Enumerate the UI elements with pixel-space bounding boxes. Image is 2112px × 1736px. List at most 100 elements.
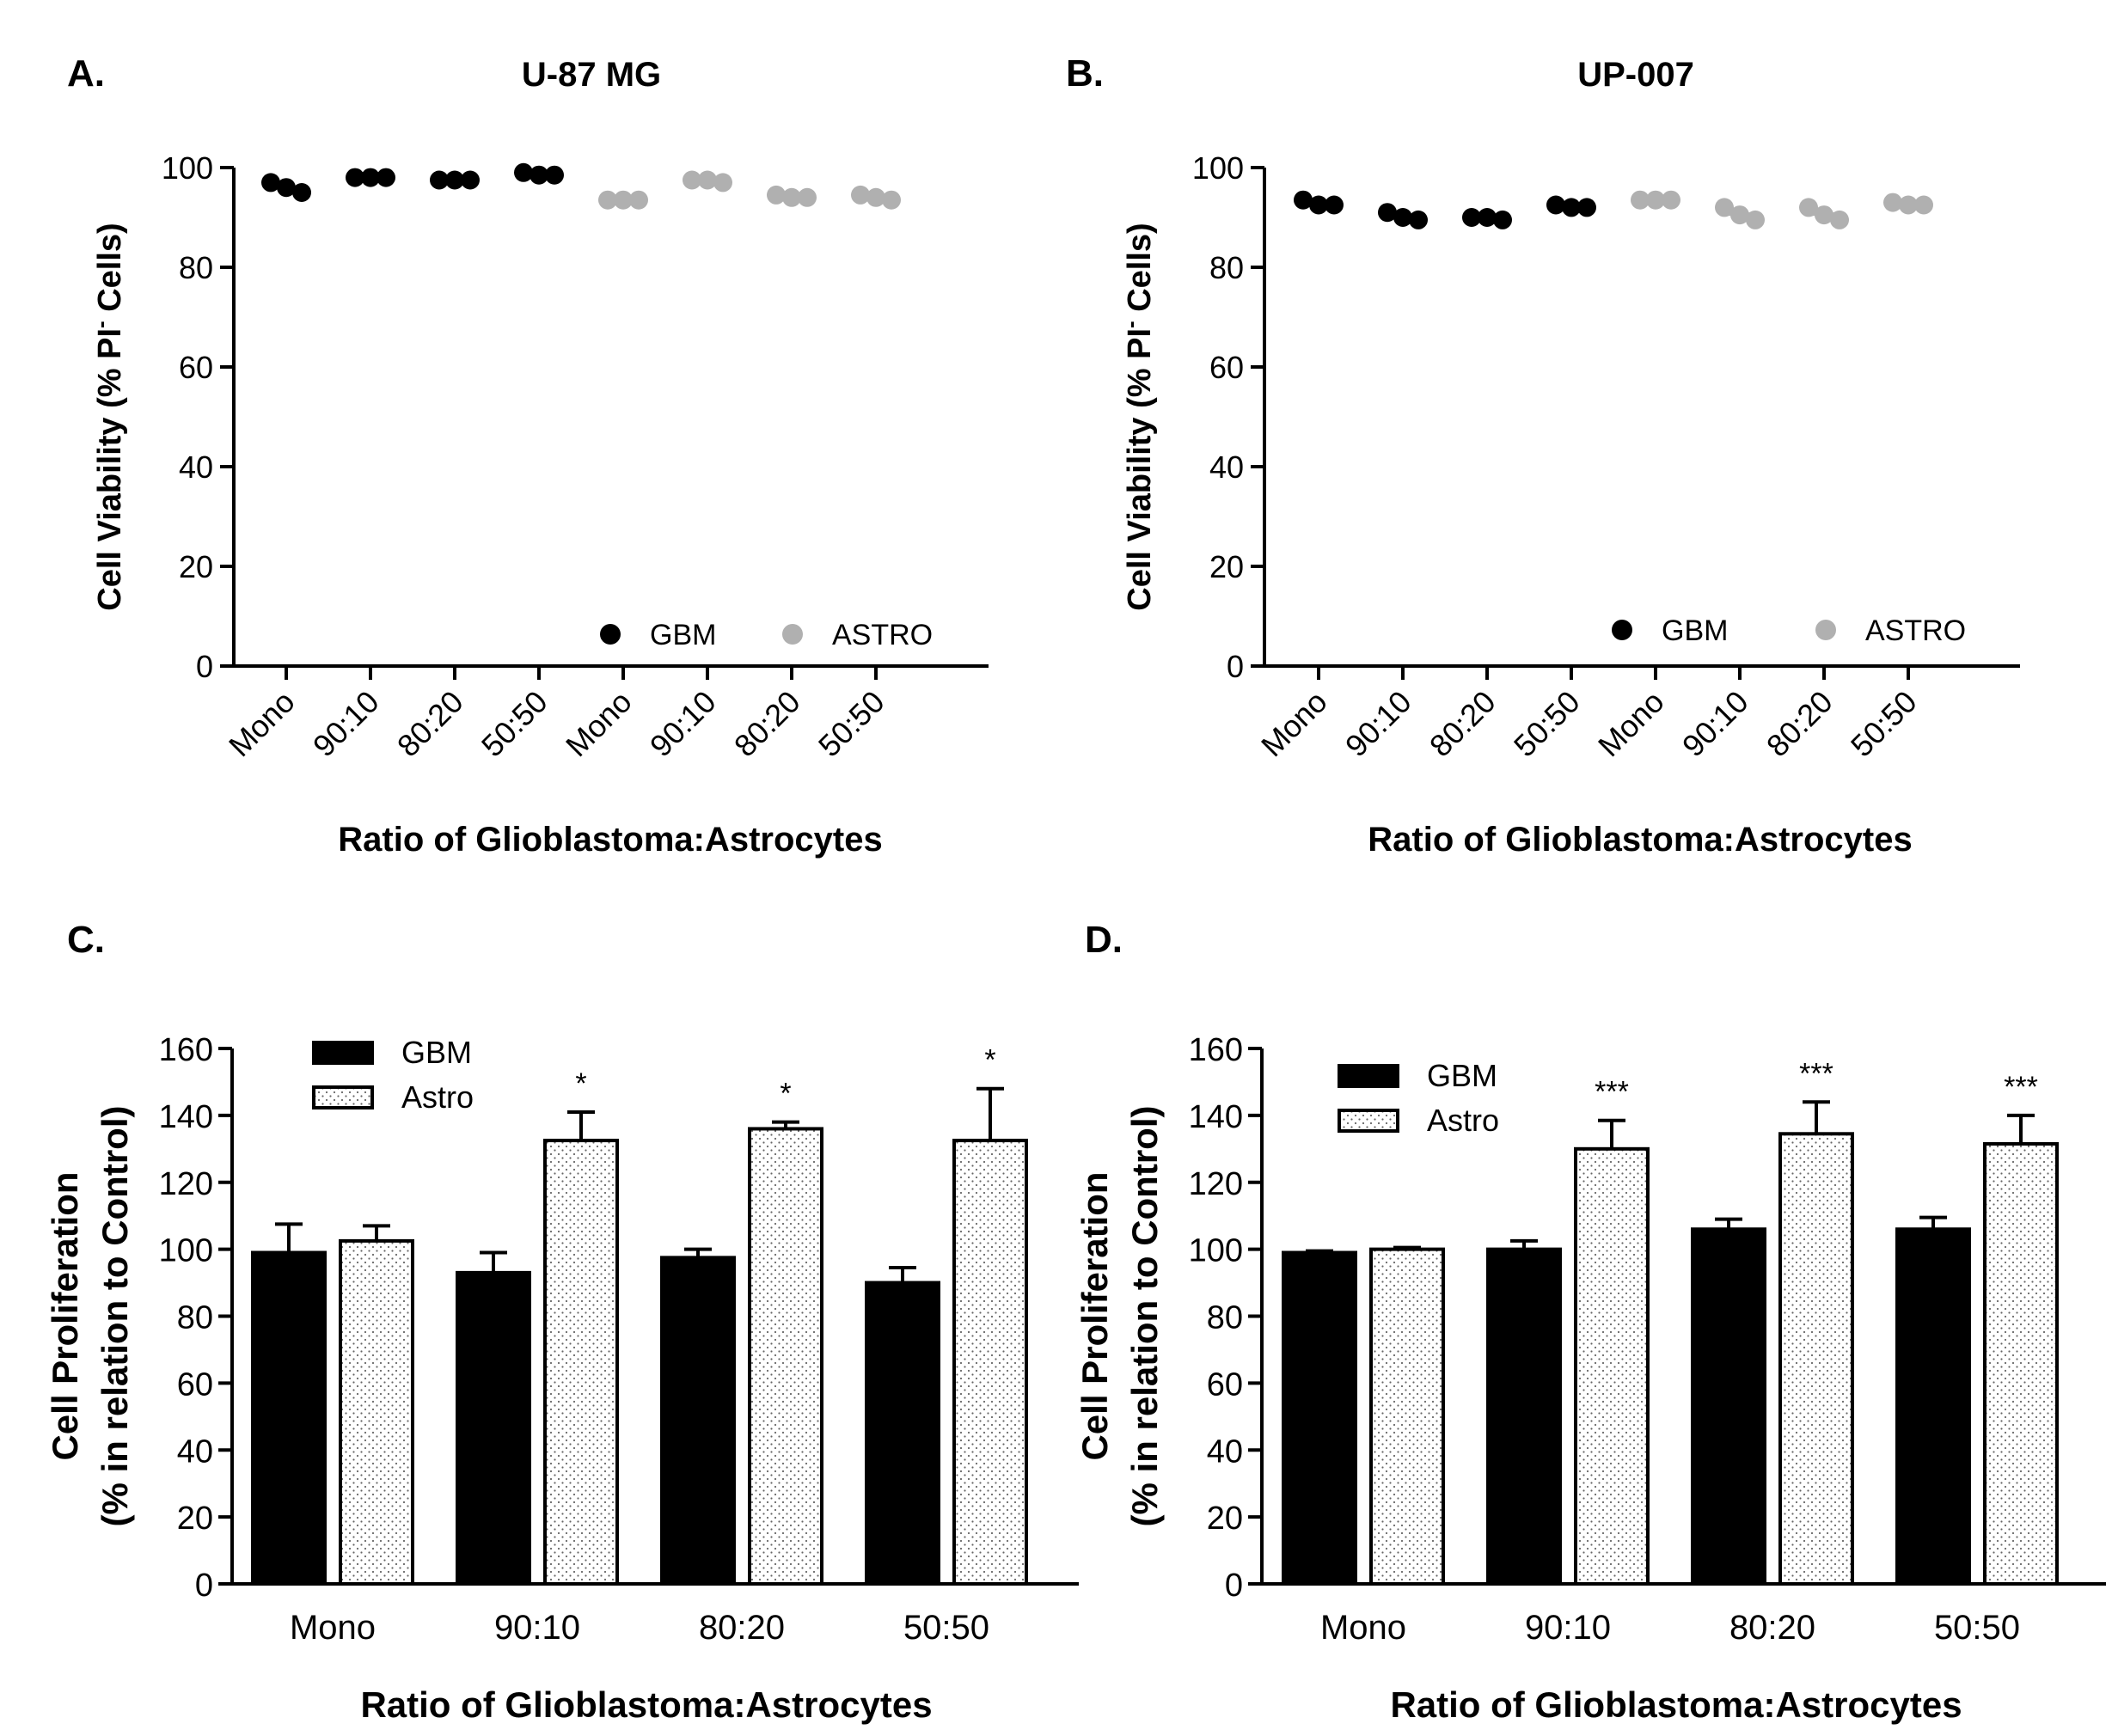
x-tick-label: 90:10 — [1675, 684, 1755, 764]
legend-swatch-gbm — [312, 1041, 374, 1065]
y-tick-label: 40 — [177, 1433, 213, 1470]
data-point-astro — [683, 170, 701, 190]
data-point-gbm — [1493, 210, 1512, 229]
data-point-gbm — [545, 165, 564, 185]
x-tick-label: 80:20 — [1423, 684, 1503, 764]
x-tick-label: 90:10 — [306, 684, 386, 764]
x-tick-label: 50:50 — [1934, 1609, 2020, 1647]
data-point-gbm — [1409, 210, 1428, 229]
x-tick-label: Mono — [290, 1609, 376, 1647]
x-tick-label: 50:50 — [903, 1609, 989, 1647]
data-point-gbm — [1562, 198, 1581, 217]
y-tick-label: 60 — [177, 1366, 213, 1403]
panel-label: B. — [1066, 52, 1104, 95]
significance-marker: * — [780, 1078, 791, 1110]
x-tick-label: 90:10 — [1525, 1609, 1611, 1647]
data-point-gbm — [376, 168, 395, 187]
x-tick-label: 80:20 — [699, 1609, 785, 1647]
bar-gbm — [1691, 1227, 1766, 1586]
y-axis-label-superscript: - — [1117, 321, 1143, 328]
significance-marker: *** — [1595, 1076, 1629, 1109]
bar-gbm — [251, 1250, 327, 1586]
data-point-astro — [713, 173, 732, 193]
data-point-astro — [1914, 195, 1933, 215]
legend-marker-gbm — [1612, 620, 1632, 640]
x-tick-label: 80:20 — [1760, 684, 1840, 764]
y-tick-label: 80 — [1207, 1300, 1243, 1336]
y-tick-label: 60 — [179, 350, 213, 385]
y-tick-label: 20 — [1209, 549, 1244, 584]
bar-astro — [952, 1139, 1028, 1586]
data-point-astro — [1799, 198, 1818, 217]
y-tick-label: 100 — [1189, 1233, 1243, 1269]
y-tick-label: 120 — [159, 1166, 213, 1202]
data-point-gbm — [1378, 203, 1397, 223]
bar-astro — [1983, 1141, 2059, 1586]
legend-marker-gbm — [600, 624, 621, 645]
x-tick-label: Mono — [559, 684, 639, 764]
data-point-gbm — [261, 173, 280, 193]
x-tick-label: 50:50 — [1507, 684, 1587, 764]
data-point-astro — [1646, 190, 1665, 210]
y-axis-label-line2: (% in relation to Control) — [95, 1106, 135, 1527]
data-point-astro — [1730, 205, 1749, 225]
y-axis-label-line1: Cell Proliferation — [45, 1171, 85, 1460]
x-tick-label: Mono — [1320, 1609, 1406, 1647]
bar-gbm — [1486, 1247, 1562, 1586]
data-point-astro — [614, 190, 633, 210]
data-point-astro — [767, 185, 786, 205]
y-tick-label: 140 — [159, 1099, 213, 1135]
data-point-gbm — [1462, 208, 1481, 227]
x-tick-label: 80:20 — [727, 684, 807, 764]
x-tick-label: 90:10 — [643, 684, 723, 764]
y-tick-label: 0 — [1227, 649, 1244, 684]
data-point-gbm — [292, 183, 311, 202]
y-tick-label: 40 — [179, 449, 213, 485]
bar-astro — [748, 1127, 823, 1586]
y-tick-label: 20 — [1207, 1501, 1243, 1537]
panel-label: A. — [67, 52, 105, 95]
data-point-astro — [1662, 190, 1680, 210]
x-axis-label: Ratio of Glioblastoma:Astrocytes — [1368, 821, 1912, 859]
data-point-astro — [798, 187, 817, 207]
data-point-astro — [1830, 210, 1849, 229]
data-point-gbm — [1577, 198, 1596, 217]
x-tick-label: 50:50 — [811, 684, 891, 764]
panel-c: C. 0 20 40 60 80 100 120 140 160 Mono * 90:10 * 80:20 *… — [45, 919, 1079, 1725]
significance-marker: * — [984, 1044, 995, 1077]
data-point-astro — [698, 170, 717, 190]
y-axis-label-main: Cell Viability (% PI — [92, 328, 128, 611]
y-axis-label: Cell Viability (% PI- Cells) — [1117, 223, 1158, 610]
y-axis-label-main: Cell Viability (% PI — [1122, 328, 1158, 611]
y-tick-label: 80 — [177, 1300, 213, 1336]
legend-label: ASTRO — [832, 619, 933, 651]
y-axis-label-superscript: - — [88, 321, 113, 328]
y-tick-label: 80 — [1209, 250, 1244, 285]
bar-astro — [339, 1238, 414, 1586]
legend-label: Astro — [1427, 1103, 1499, 1138]
y-tick-label: 0 — [195, 1568, 213, 1604]
legend-label: GBM — [650, 619, 716, 651]
panel-d: D. 0 20 40 60 80 100 120 140 160 Mono *** 90:10 *** 80… — [1074, 919, 2106, 1725]
data-point-astro — [1899, 195, 1918, 215]
data-point-astro — [851, 185, 870, 205]
y-axis-label-end: Cells) — [1122, 223, 1158, 321]
bar-gbm — [660, 1256, 736, 1586]
y-tick-label: 100 — [162, 150, 213, 186]
y-tick-label: 160 — [159, 1032, 213, 1068]
legend-label: Astro — [401, 1079, 474, 1115]
data-point-gbm — [445, 170, 464, 190]
panel-label: D. — [1085, 919, 1123, 961]
x-tick-label: 50:50 — [474, 684, 554, 764]
data-point-astro — [629, 190, 648, 210]
legend-swatch-astro — [312, 1085, 374, 1109]
significance-marker: *** — [1799, 1057, 1833, 1090]
data-point-gbm — [1546, 195, 1565, 215]
data-point-astro — [598, 190, 617, 210]
data-point-gbm — [530, 165, 548, 185]
y-tick-label: 60 — [1207, 1366, 1243, 1403]
data-point-gbm — [1309, 195, 1328, 215]
data-point-gbm — [1393, 208, 1412, 227]
